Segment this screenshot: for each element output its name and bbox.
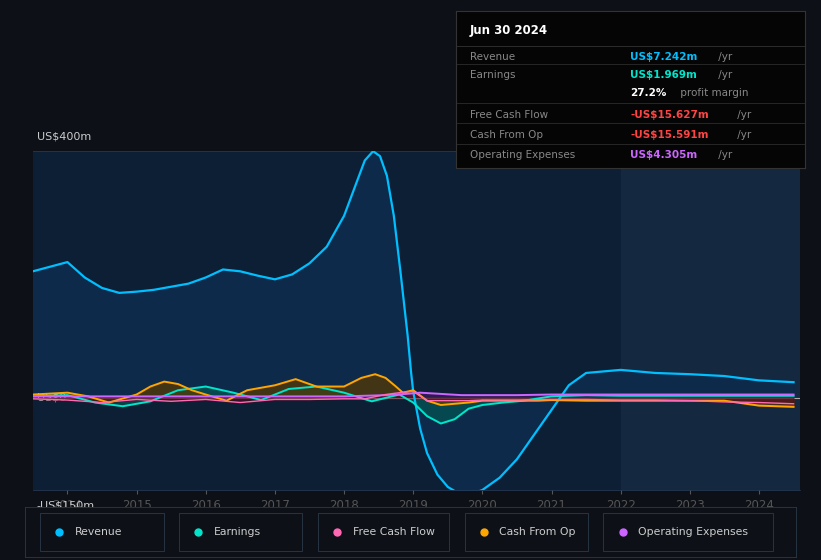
Text: Free Cash Flow: Free Cash Flow: [470, 110, 548, 120]
Text: /yr: /yr: [715, 151, 732, 161]
Text: US$400m: US$400m: [37, 131, 91, 141]
Text: profit margin: profit margin: [677, 88, 749, 98]
Text: Cash From Op: Cash From Op: [470, 130, 543, 140]
Text: Jun 30 2024: Jun 30 2024: [470, 24, 548, 36]
Text: Revenue: Revenue: [470, 52, 515, 62]
Text: /yr: /yr: [715, 52, 732, 62]
Text: -US$15.627m: -US$15.627m: [631, 110, 709, 120]
Text: US$1.969m: US$1.969m: [631, 71, 697, 81]
Text: US$7.242m: US$7.242m: [631, 52, 698, 62]
Text: Free Cash Flow: Free Cash Flow: [353, 527, 434, 537]
Text: /yr: /yr: [734, 110, 751, 120]
Text: Revenue: Revenue: [75, 527, 122, 537]
Text: Operating Expenses: Operating Expenses: [470, 151, 575, 161]
Text: Operating Expenses: Operating Expenses: [638, 527, 748, 537]
Text: US$0: US$0: [37, 393, 66, 403]
Text: -US$15.591m: -US$15.591m: [631, 130, 709, 140]
Text: /yr: /yr: [715, 71, 732, 81]
Text: Earnings: Earnings: [213, 527, 261, 537]
Text: Cash From Op: Cash From Op: [499, 527, 576, 537]
Text: -US$150m: -US$150m: [37, 500, 94, 510]
Text: Earnings: Earnings: [470, 71, 515, 81]
Text: US$4.305m: US$4.305m: [631, 151, 697, 161]
Bar: [621, 151, 800, 490]
Text: 27.2%: 27.2%: [631, 88, 667, 98]
Text: /yr: /yr: [734, 130, 751, 140]
